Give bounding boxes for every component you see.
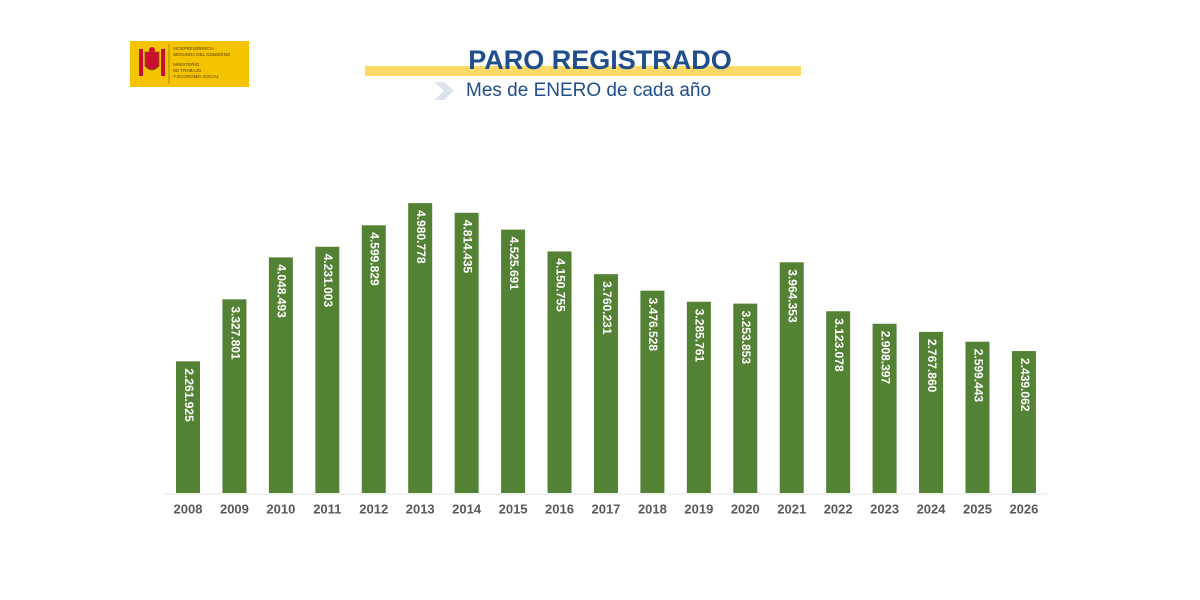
bar [176,361,200,493]
title-underline [365,66,801,76]
value-label: 3.760.231 [600,281,614,335]
bar [826,311,851,493]
value-label: 3.253.853 [739,311,753,365]
value-label: 4.231.003 [321,254,335,308]
bar [593,274,618,493]
logo-text: Y ECONOMÍA SOCIAL [173,73,220,79]
x-tick-label: 2018 [638,501,667,516]
value-label: 3.327.801 [228,306,242,360]
bar [454,212,479,494]
bar [965,341,990,493]
bar [408,203,433,493]
value-label: 4.980.778 [414,210,428,264]
x-tick-label: 2017 [591,501,620,516]
x-tick-label: 2022 [824,501,853,516]
x-tick-label: 2013 [406,501,435,516]
value-label: 4.048.493 [275,264,289,318]
x-tick-label: 2021 [777,501,806,516]
chart-title: PARO REGISTRADO [468,45,732,75]
value-label: 4.525.691 [507,237,521,291]
value-label: 2.908.397 [878,331,892,385]
value-label: 2.439.062 [1018,358,1032,412]
logo-text: MINISTERIO [173,62,200,67]
value-label: 2.599.443 [971,349,985,403]
subtitle-chevron [434,82,454,100]
value-label: 3.123.078 [832,318,846,372]
value-label: 3.476.528 [646,298,660,352]
bar [640,290,665,493]
bar [779,262,804,493]
x-tick-label: 2020 [731,501,760,516]
x-tick-label: 2009 [220,501,249,516]
chart-subtitle: Mes de ENERO de cada año [466,80,711,101]
x-tick-label: 2025 [963,501,992,516]
x-tick-label: 2011 [313,501,341,516]
bar [361,225,386,493]
x-tick-label: 2010 [266,501,295,516]
value-label: 2.767.860 [925,339,939,393]
bar [501,229,526,493]
logo-crown [149,47,155,53]
logo-text: SEGUNDA DEL GOBIERNO [173,52,231,57]
bar [1011,351,1036,493]
x-tick-label: 2014 [452,501,482,516]
logo-pillar [161,49,165,76]
bar [315,246,340,493]
bar [919,331,944,493]
bar [268,257,293,493]
value-label: 4.814.435 [460,220,474,274]
bar [872,323,897,493]
bar [686,301,711,493]
logo-shield [144,51,160,71]
x-tick-label: 2016 [545,501,574,516]
x-tick-label: 2024 [917,501,947,516]
logo-text: DE TRABAJO [173,68,202,73]
value-label: 3.285.761 [693,309,707,363]
x-tick-label: 2023 [870,501,899,516]
bar [222,299,247,493]
x-tick-label: 2012 [359,501,388,516]
logo: VICEPRESIDENCIA SEGUNDA DEL GOBIERNO MIN… [130,41,249,87]
bar [547,251,572,493]
value-label: 3.964.353 [786,269,800,323]
bar [733,303,758,493]
x-tick-label: 2015 [499,501,528,516]
x-tick-label: 2026 [1009,501,1038,516]
value-label: 2.261.925 [182,368,196,422]
value-label: 4.599.829 [368,232,382,286]
x-tick-label: 2008 [174,501,203,516]
logo-pillar [139,49,143,76]
value-label: 4.150.755 [553,258,567,312]
logo-text: VICEPRESIDENCIA [173,46,214,51]
x-tick-label: 2019 [684,501,713,516]
